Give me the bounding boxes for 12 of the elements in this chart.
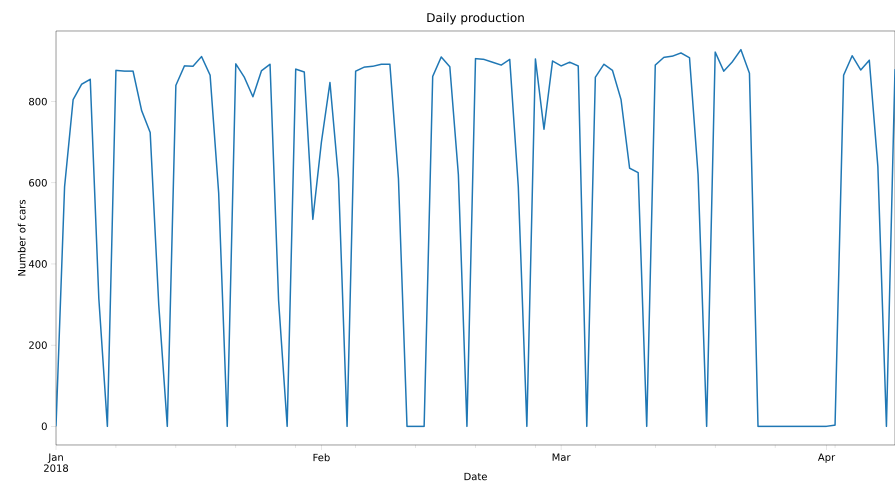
chart-title: Daily production bbox=[427, 12, 524, 24]
x-tick-label: Mar bbox=[552, 454, 571, 461]
x-axis-title: Date bbox=[464, 472, 487, 480]
y-tick-label: 0 bbox=[42, 422, 47, 430]
y-tick-label: 200 bbox=[29, 341, 47, 349]
y-tick-label: 800 bbox=[29, 98, 47, 106]
y-tick-label: 400 bbox=[28, 260, 47, 268]
x-tick-label: Jan 2018 bbox=[44, 454, 68, 472]
y-axis-title: Number of cars bbox=[18, 200, 26, 276]
y-tick-label: 600 bbox=[29, 178, 47, 187]
x-tick-label: Apr bbox=[818, 454, 836, 463]
x-tick-label: Feb bbox=[314, 454, 330, 462]
